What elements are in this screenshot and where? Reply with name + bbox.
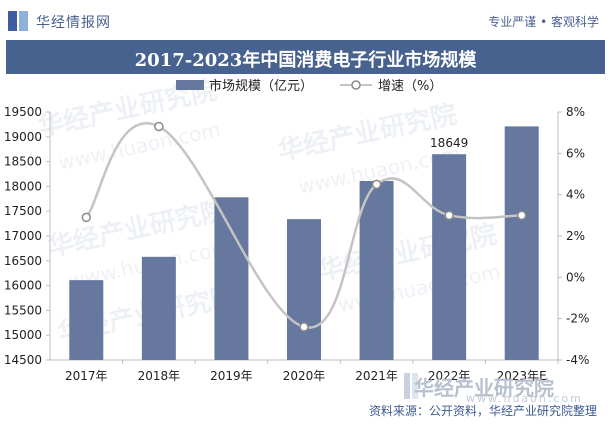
legend-bar-label: 市场规模（亿元） — [209, 78, 313, 94]
growth-point — [299, 322, 309, 332]
footer-logo-icon — [404, 373, 418, 399]
y-left-tick-label: 19500 — [4, 105, 42, 119]
legend-bar-swatch — [176, 80, 204, 90]
title-bar: 2017-2023年中国消费电子行业市场规模 — [6, 40, 605, 74]
x-tick-label: 2017年 — [65, 369, 108, 383]
y-left-tick-label: 17000 — [4, 229, 42, 243]
bar — [504, 126, 539, 360]
footer-logo-text: 华经产业研究院 — [414, 376, 554, 400]
y-left-tick-label: 17500 — [4, 204, 42, 218]
x-tick-label: 2022年 — [428, 369, 471, 383]
footer-logo-url: www.huaon.com — [466, 392, 583, 405]
x-tick-label: 2018年 — [138, 369, 181, 383]
x-tick-label: 2021年 — [355, 369, 398, 383]
legend-line-label: 增速（%） — [378, 79, 442, 94]
bar — [214, 197, 249, 360]
x-tick-label: 2020年 — [283, 369, 326, 383]
growth-point — [154, 121, 164, 132]
y-right-tick-label: 4% — [566, 188, 585, 202]
growth-point — [81, 212, 92, 223]
bar-series — [69, 126, 539, 360]
y-right-tick-label: 0% — [566, 270, 585, 284]
bar — [432, 154, 467, 360]
y-left-tick-label: 19000 — [4, 130, 42, 144]
bar-data-label: 18649 — [430, 136, 468, 150]
data-labels: 18649 — [430, 136, 468, 150]
growth-point — [516, 210, 527, 221]
x-tick-label: 2023年E — [497, 369, 547, 383]
chart: 华经产业研究院 www.huaon.com 华经产业研究院 www.huaon.… — [4, 75, 590, 383]
source-note: 资料来源：公开资料，华经产业研究院整理 — [368, 404, 597, 418]
y-right-tick-label: -4% — [566, 353, 589, 367]
y-left-tick-label: 18500 — [4, 155, 42, 169]
y-right-tick-label: 8% — [566, 105, 585, 119]
brand-logo-icon — [8, 11, 28, 31]
brand-tagline: 专业严谨 • 客观科学 — [488, 15, 599, 29]
y-left-tick-label: 16500 — [4, 254, 42, 268]
y-left-tick-label: 15000 — [4, 328, 42, 342]
growth-point — [371, 179, 382, 190]
bar — [287, 219, 321, 360]
line-series — [81, 121, 527, 332]
legend: 市场规模（亿元） 增速（%） — [176, 78, 442, 94]
bar — [69, 280, 104, 360]
growth-point — [444, 210, 454, 221]
bar — [359, 180, 394, 360]
y-right-tick-label: 6% — [566, 146, 585, 160]
x-tick-label: 2019年 — [210, 369, 253, 383]
legend-line-marker — [351, 80, 361, 90]
y-left-tick-label: 15500 — [4, 303, 42, 317]
y-left-tick-label: 18000 — [4, 179, 42, 193]
axes: 14500 15000 15500 16000 16500 17000 17500 18000… — [4, 105, 590, 383]
chart-title: 2017-2023年中国消费电子行业市场规模 — [134, 50, 477, 71]
top-bar: 华经情报网 专业严谨 • 客观科学 — [0, 0, 611, 40]
y-left-tick-label: 14500 — [4, 353, 42, 367]
bar — [141, 256, 176, 360]
brand-name: 华经情报网 — [36, 15, 111, 31]
y-right-tick-label: 2% — [566, 229, 585, 243]
y-left-tick-label: 16000 — [4, 279, 42, 293]
y-right-tick-label: -2% — [566, 312, 589, 326]
